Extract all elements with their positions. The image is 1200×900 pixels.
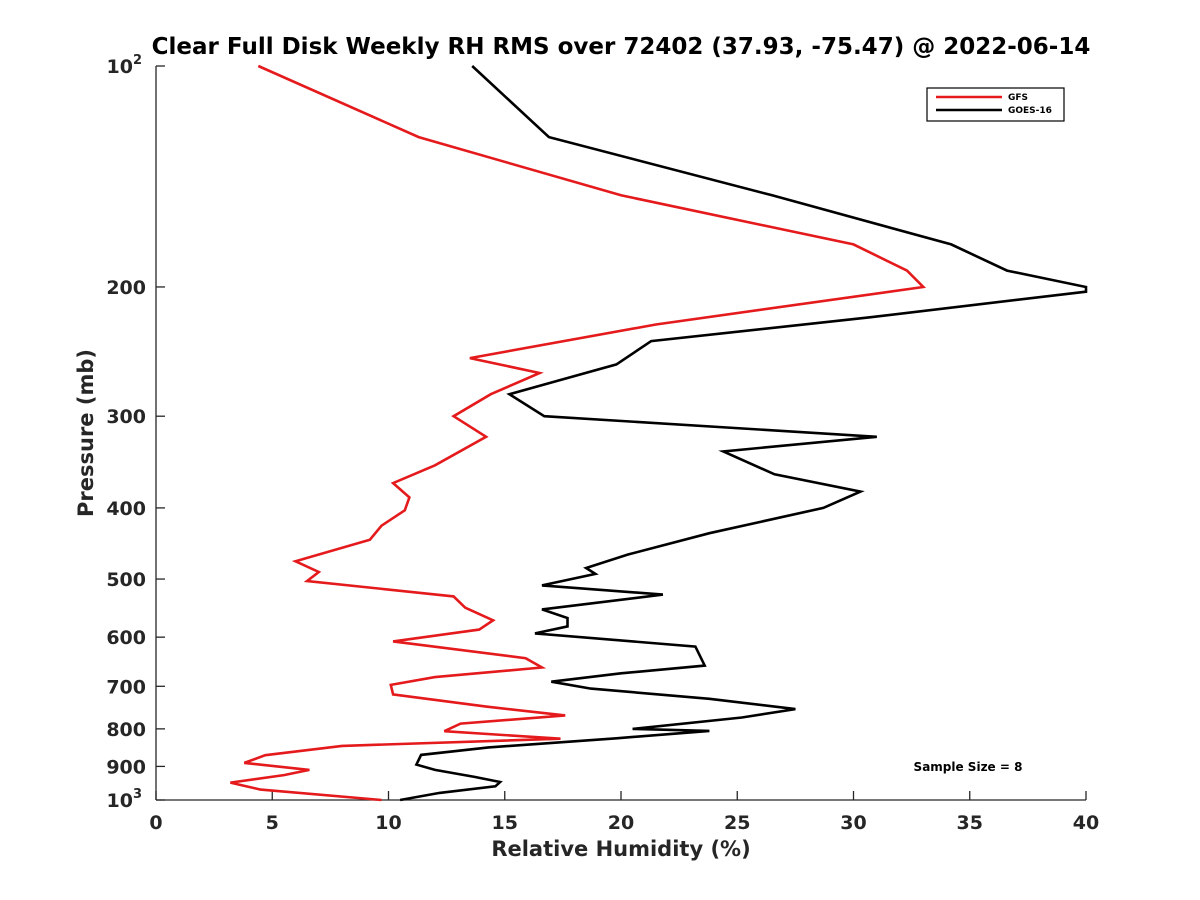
legend-label-goes16: GOES-16 [1008,106,1052,116]
x-tick-label: 40 [1073,812,1099,834]
x-tick-label: 35 [957,812,983,834]
x-tick-label: 25 [724,812,750,834]
x-tick-label: 5 [266,812,279,834]
sample-size-annotation: Sample Size = 8 [914,760,1023,774]
y-tick-label: 500 [106,569,146,591]
series-line-gfs [230,64,927,802]
y-tick-label: 900 [106,756,146,778]
y-axis-ticks: 102 200 300 400 500 600 700 800 900 103 [106,53,165,812]
series-lines [230,64,1088,802]
y-tick-label: 102 [107,53,143,78]
y-tick-label: 200 [106,277,146,299]
x-axis-ticks: 0 5 10 15 20 25 30 35 40 [149,791,1099,834]
y-tick-label: 800 [106,719,146,741]
y-tick-label: 700 [106,676,146,698]
series-line-goes16 [399,65,1088,802]
legend-label-gfs: GFS [1008,93,1028,103]
x-tick-label: 0 [149,812,162,834]
x-tick-label: 30 [840,812,866,834]
y-axis-label: Pressure (mb) [74,349,98,517]
x-axis-label: Relative Humidity (%) [491,837,750,861]
y-tick-label: 600 [106,627,146,649]
x-tick-label: 15 [492,812,518,834]
y-tick-label: 400 [106,498,146,520]
chart-title: Clear Full Disk Weekly RH RMS over 72402… [152,34,1091,60]
legend-box [926,87,1065,122]
legend: GFS GOES-16 [926,87,1065,122]
x-tick-label: 20 [608,812,634,834]
x-tick-label: 10 [375,812,401,834]
y-tick-label: 300 [106,406,146,428]
y-tick-label: 103 [107,787,143,812]
